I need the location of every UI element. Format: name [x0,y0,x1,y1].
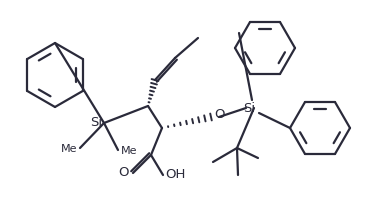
Text: Me: Me [121,146,138,156]
Text: Si: Si [243,101,255,115]
Text: O: O [118,166,129,180]
Text: OH: OH [165,168,185,182]
Text: Si: Si [90,117,102,129]
Text: Me: Me [60,144,77,154]
Text: O: O [214,108,224,121]
